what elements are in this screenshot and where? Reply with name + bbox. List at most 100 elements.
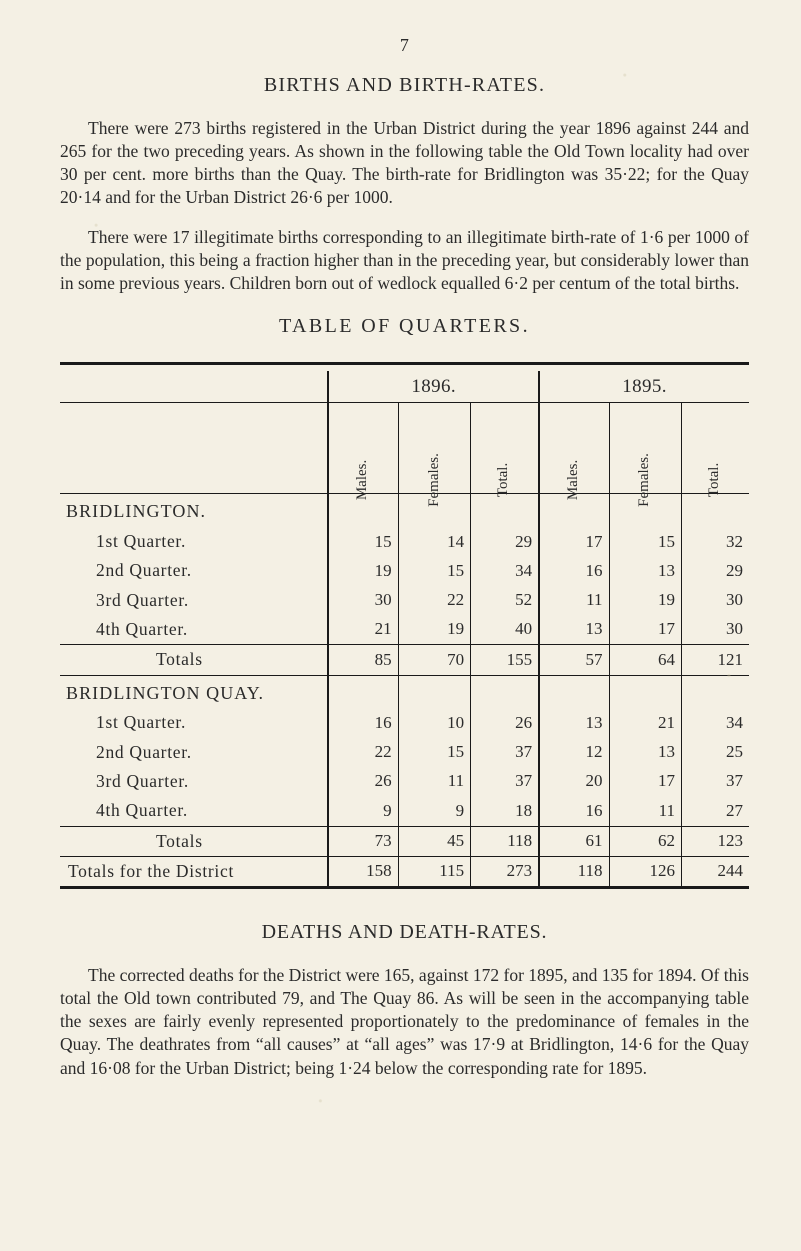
- cell: 13: [609, 556, 681, 585]
- table-row: 4th Quarter. 21 19 40 13 17 30: [60, 615, 749, 645]
- row-label: 1st Quarter.: [60, 708, 328, 737]
- cell: 34: [471, 556, 539, 585]
- cell: 158: [328, 856, 398, 887]
- row-label: 2nd Quarter.: [60, 738, 328, 767]
- cell: 27: [681, 796, 749, 826]
- row-label: 4th Quarter.: [60, 615, 328, 645]
- colhead-males-1896: Males.: [328, 403, 398, 494]
- cell: 21: [609, 708, 681, 737]
- table-row: 4th Quarter. 9 9 18 16 11 27: [60, 796, 749, 826]
- cell: 30: [328, 586, 398, 615]
- cell: 10: [398, 708, 470, 737]
- cell: 20: [539, 767, 609, 796]
- row-totals-label: Totals: [60, 826, 328, 856]
- cell: 19: [328, 556, 398, 585]
- heading-table-of-quarters: TABLE OF QUARTERS.: [60, 313, 749, 340]
- paragraph-2: There were 17 illegitimate births corres…: [60, 226, 749, 296]
- paragraph-1: There were 273 births registered in the …: [60, 117, 749, 210]
- cell: 26: [328, 767, 398, 796]
- table-of-quarters: 1896. 1895. Males. Females. Total. Males…: [60, 362, 749, 889]
- table-row-totals: Totals 73 45 118 61 62 123: [60, 826, 749, 856]
- table-row: 2nd Quarter. 19 15 34 16 13 29: [60, 556, 749, 585]
- page-number: 7: [60, 34, 749, 58]
- table-row: 1st Quarter. 16 10 26 13 21 34: [60, 708, 749, 737]
- cell: 15: [609, 527, 681, 556]
- colhead-total-1895: Total.: [681, 403, 749, 494]
- cell: 9: [328, 796, 398, 826]
- cell: 17: [539, 527, 609, 556]
- cell: 11: [398, 767, 470, 796]
- heading-deaths: DEATHS AND DEATH-RATES.: [60, 919, 749, 946]
- cell: 16: [539, 796, 609, 826]
- row-label: 1st Quarter.: [60, 527, 328, 556]
- cell: 29: [471, 527, 539, 556]
- cell: 45: [398, 826, 470, 856]
- cell: 118: [471, 826, 539, 856]
- row-label: 3rd Quarter.: [60, 586, 328, 615]
- cell: 57: [539, 645, 609, 675]
- cell: 29: [681, 556, 749, 585]
- cell: 37: [471, 738, 539, 767]
- colhead-males-1895: Males.: [539, 403, 609, 494]
- cell: 70: [398, 645, 470, 675]
- cell: 16: [328, 708, 398, 737]
- col-year-1896: 1896.: [328, 371, 539, 403]
- row-label: 3rd Quarter.: [60, 767, 328, 796]
- cell: 126: [609, 856, 681, 887]
- table-row: 2nd Quarter. 22 15 37 12 13 25: [60, 738, 749, 767]
- table-row: 1st Quarter. 15 14 29 17 15 32: [60, 527, 749, 556]
- cell: 155: [471, 645, 539, 675]
- section-bridlington-quay: BRIDLINGTON QUAY.: [60, 675, 328, 708]
- cell: 19: [609, 586, 681, 615]
- cell: 26: [471, 708, 539, 737]
- row-label: 2nd Quarter.: [60, 556, 328, 585]
- cell: 25: [681, 738, 749, 767]
- cell: 22: [398, 586, 470, 615]
- table-row-district-totals: Totals for the District 158 115 273 118 …: [60, 856, 749, 887]
- cell: 37: [471, 767, 539, 796]
- cell: 22: [328, 738, 398, 767]
- cell: 11: [539, 586, 609, 615]
- cell: 64: [609, 645, 681, 675]
- cell: 30: [681, 615, 749, 645]
- cell: 61: [539, 826, 609, 856]
- cell: 121: [681, 645, 749, 675]
- cell: 15: [328, 527, 398, 556]
- cell: 12: [539, 738, 609, 767]
- cell: 13: [609, 738, 681, 767]
- cell: 62: [609, 826, 681, 856]
- table-row-totals: Totals 85 70 155 57 64 121: [60, 645, 749, 675]
- section-bridlington: BRIDLINGTON.: [60, 494, 328, 527]
- cell: 11: [609, 796, 681, 826]
- paragraph-3: The corrected deaths for the District we…: [60, 964, 749, 1080]
- row-label: 4th Quarter.: [60, 796, 328, 826]
- cell: 85: [328, 645, 398, 675]
- cell: 34: [681, 708, 749, 737]
- cell: 73: [328, 826, 398, 856]
- cell: 123: [681, 826, 749, 856]
- cell: 14: [398, 527, 470, 556]
- cell: 16: [539, 556, 609, 585]
- cell: 17: [609, 615, 681, 645]
- cell: 18: [471, 796, 539, 826]
- cell: 13: [539, 615, 609, 645]
- cell: 115: [398, 856, 470, 887]
- cell: 13: [539, 708, 609, 737]
- row-district-label: Totals for the District: [60, 856, 328, 887]
- heading-births: BIRTHS AND BIRTH-RATES.: [60, 72, 749, 99]
- cell: 9: [398, 796, 470, 826]
- row-totals-label: Totals: [60, 645, 328, 675]
- cell: 244: [681, 856, 749, 887]
- quarters-table: 1896. 1895. Males. Females. Total. Males…: [60, 362, 749, 889]
- cell: 32: [681, 527, 749, 556]
- cell: 21: [328, 615, 398, 645]
- cell: 17: [609, 767, 681, 796]
- colhead-females-1895: Females.: [609, 403, 681, 494]
- table-row: 3rd Quarter. 26 11 37 20 17 37: [60, 767, 749, 796]
- cell: 30: [681, 586, 749, 615]
- cell: 37: [681, 767, 749, 796]
- cell: 19: [398, 615, 470, 645]
- cell: 15: [398, 556, 470, 585]
- colhead-total-1896: Total.: [471, 403, 539, 494]
- table-row: 3rd Quarter. 30 22 52 11 19 30: [60, 586, 749, 615]
